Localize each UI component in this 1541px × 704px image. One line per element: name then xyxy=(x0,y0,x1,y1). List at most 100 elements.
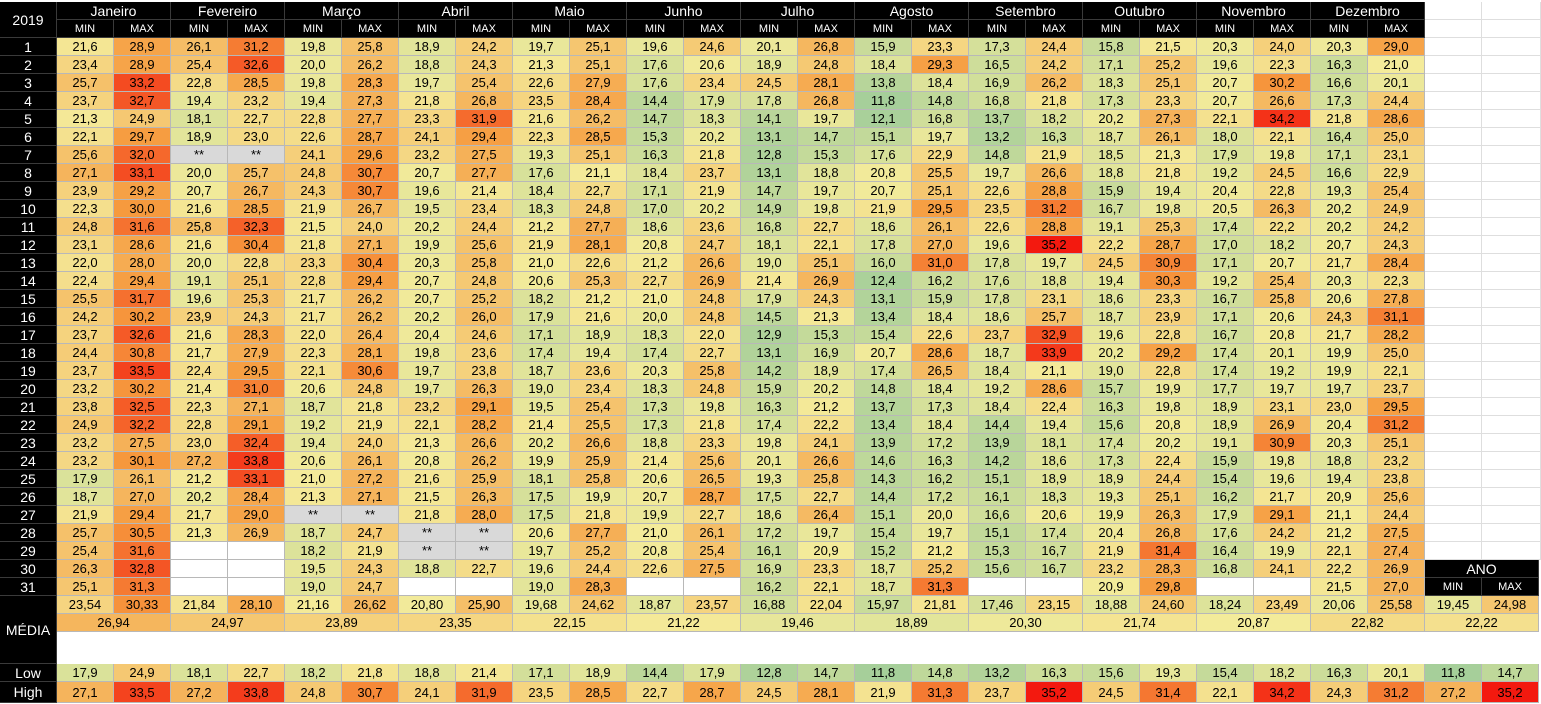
temp-cell[interactable]: 28,7 xyxy=(684,488,741,506)
temp-cell[interactable]: 29,5 xyxy=(1368,398,1425,416)
temp-cell[interactable]: 19,4 xyxy=(285,434,342,452)
temp-cell[interactable]: 23,2 xyxy=(57,434,114,452)
temp-cell[interactable]: 21,9 xyxy=(285,200,342,218)
temp-cell[interactable]: 19,6 xyxy=(171,290,228,308)
low-cell[interactable]: 20,1 xyxy=(1368,664,1425,682)
temp-cell[interactable]: 20,8 xyxy=(855,164,912,182)
temp-cell[interactable]: 33,9 xyxy=(1026,344,1083,362)
temp-cell[interactable]: 24,5 xyxy=(741,74,798,92)
temp-cell[interactable]: 16,1 xyxy=(741,542,798,560)
temp-cell[interactable]: 28,6 xyxy=(1368,110,1425,128)
empty-grid-cell[interactable] xyxy=(1482,434,1541,452)
temp-cell[interactable]: 22,4 xyxy=(171,362,228,380)
media-cell[interactable]: 23,57 xyxy=(684,596,741,614)
temp-cell[interactable]: 21,4 xyxy=(627,452,684,470)
temp-cell[interactable]: 16,6 xyxy=(969,506,1026,524)
empty-grid-cell[interactable] xyxy=(1482,218,1541,236)
temp-cell[interactable]: 24,8 xyxy=(57,218,114,236)
empty-grid-cell[interactable] xyxy=(1425,524,1482,542)
temp-cell[interactable]: 26,3 xyxy=(456,488,513,506)
temp-cell[interactable]: 20,6 xyxy=(1311,290,1368,308)
media-cell[interactable]: 21,81 xyxy=(912,596,969,614)
temp-cell[interactable]: 19,0 xyxy=(513,380,570,398)
low-cell[interactable]: 16,3 xyxy=(1311,664,1368,682)
temp-cell[interactable]: 13,1 xyxy=(741,128,798,146)
temp-cell[interactable]: 16,2 xyxy=(912,470,969,488)
temp-cell[interactable]: 19,9 xyxy=(1254,542,1311,560)
temp-cell[interactable]: 16,1 xyxy=(969,488,1026,506)
temp-cell[interactable]: 24,7 xyxy=(342,524,399,542)
temp-cell[interactable]: 17,1 xyxy=(1197,254,1254,272)
temp-cell[interactable]: 21,1 xyxy=(570,164,627,182)
temp-cell[interactable]: 21,2 xyxy=(513,218,570,236)
temp-cell[interactable]: 19,6 xyxy=(1197,56,1254,74)
temp-cell[interactable]: 22,4 xyxy=(57,272,114,290)
media-month-cell[interactable]: 23,89 xyxy=(285,614,399,632)
high-cell[interactable]: 31,3 xyxy=(912,682,969,703)
temp-cell[interactable]: 20,7 xyxy=(855,344,912,362)
temp-cell[interactable]: 19,7 xyxy=(399,362,456,380)
temp-cell[interactable]: 18,6 xyxy=(969,308,1026,326)
empty-grid-cell[interactable] xyxy=(1482,308,1541,326)
temp-cell[interactable]: 20,3 xyxy=(399,254,456,272)
temp-cell[interactable]: 14,8 xyxy=(969,146,1026,164)
media-cell[interactable]: 21,16 xyxy=(285,596,342,614)
temp-cell[interactable]: 25,8 xyxy=(1254,290,1311,308)
temp-cell[interactable]: 17,0 xyxy=(1197,236,1254,254)
temp-cell[interactable]: 22,3 xyxy=(171,398,228,416)
empty-grid-cell[interactable] xyxy=(1482,488,1541,506)
temp-cell[interactable]: 21,6 xyxy=(513,110,570,128)
temp-cell[interactable]: 17,1 xyxy=(1311,146,1368,164)
temp-cell[interactable]: 18,4 xyxy=(855,56,912,74)
temp-cell[interactable]: 22,1 xyxy=(798,578,855,596)
empty-grid-cell[interactable] xyxy=(1482,146,1541,164)
high-cell[interactable]: 34,2 xyxy=(1254,682,1311,703)
temp-cell[interactable]: 12,8 xyxy=(741,146,798,164)
temp-cell[interactable]: 18,8 xyxy=(399,560,456,578)
temp-cell[interactable]: 19,3 xyxy=(741,470,798,488)
temp-cell[interactable]: 17,8 xyxy=(969,254,1026,272)
temp-cell[interactable] xyxy=(171,542,228,560)
temp-cell[interactable]: 25,8 xyxy=(684,362,741,380)
temp-cell[interactable]: 32,4 xyxy=(228,434,285,452)
media-cell[interactable]: 26,62 xyxy=(342,596,399,614)
empty-grid-cell[interactable] xyxy=(1425,74,1482,92)
temp-cell[interactable]: 17,3 xyxy=(1311,92,1368,110)
high-cell[interactable]: 28,1 xyxy=(798,682,855,703)
high-cell[interactable]: 21,9 xyxy=(855,682,912,703)
temp-cell[interactable]: 13,9 xyxy=(855,434,912,452)
temp-cell[interactable]: 25,9 xyxy=(570,452,627,470)
temp-cell[interactable]: 18,4 xyxy=(513,182,570,200)
temp-cell[interactable]: 18,9 xyxy=(171,128,228,146)
media-cell[interactable]: 23,49 xyxy=(1254,596,1311,614)
temp-cell[interactable]: 17,5 xyxy=(741,488,798,506)
temp-cell[interactable]: 21,5 xyxy=(399,488,456,506)
temp-cell[interactable]: 22,7 xyxy=(570,182,627,200)
low-cell[interactable]: 22,7 xyxy=(228,664,285,682)
low-cell[interactable]: 14,7 xyxy=(798,664,855,682)
temp-cell[interactable]: 23,8 xyxy=(1368,470,1425,488)
high-cell[interactable]: 27,2 xyxy=(171,682,228,703)
temp-cell[interactable]: 19,3 xyxy=(513,146,570,164)
temp-cell[interactable]: 16,7 xyxy=(1026,560,1083,578)
temp-cell[interactable]: 24,3 xyxy=(228,308,285,326)
low-cell[interactable]: 18,9 xyxy=(570,664,627,682)
temp-cell[interactable]: 26,8 xyxy=(798,38,855,56)
temp-cell[interactable]: 21,5 xyxy=(285,218,342,236)
temp-cell[interactable]: 20,2 xyxy=(1311,200,1368,218)
temp-cell[interactable]: 28,6 xyxy=(912,344,969,362)
temp-cell[interactable]: 24,8 xyxy=(456,272,513,290)
temp-cell[interactable]: 21,9 xyxy=(513,236,570,254)
empty-grid-cell[interactable] xyxy=(1482,56,1541,74)
temp-cell[interactable]: 21,4 xyxy=(171,380,228,398)
temp-cell[interactable]: 17,4 xyxy=(1197,344,1254,362)
temp-cell[interactable]: 19,7 xyxy=(798,182,855,200)
temp-cell[interactable]: 34,2 xyxy=(1254,110,1311,128)
temp-cell[interactable]: 18,8 xyxy=(1083,164,1140,182)
temp-cell[interactable]: 18,9 xyxy=(1197,398,1254,416)
temp-cell[interactable]: 19,7 xyxy=(798,110,855,128)
temp-cell[interactable]: 16,7 xyxy=(1026,542,1083,560)
temp-cell[interactable]: 23,9 xyxy=(57,182,114,200)
temp-cell[interactable]: 29,1 xyxy=(1254,506,1311,524)
temp-cell[interactable]: 22,1 xyxy=(1197,110,1254,128)
